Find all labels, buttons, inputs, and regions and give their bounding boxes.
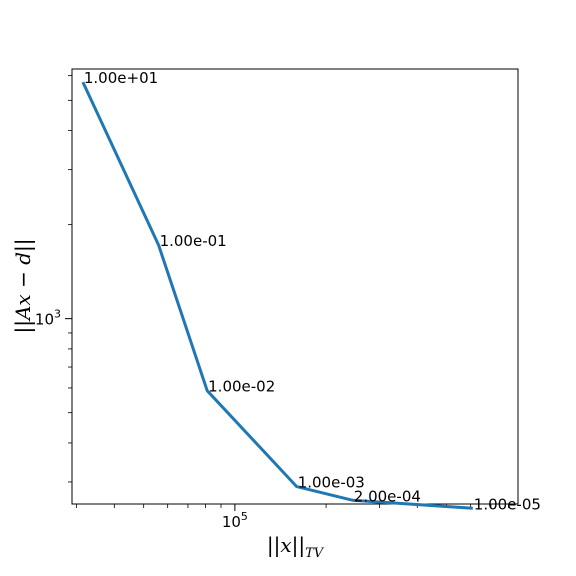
x-tick-label: 105 bbox=[222, 510, 248, 531]
point-label-5: 1.00e-05 bbox=[474, 495, 541, 513]
x-axis-label: ||x||TV bbox=[267, 533, 325, 561]
point-label-0: 1.00e+01 bbox=[84, 69, 158, 87]
point-label-4: 2.00e-04 bbox=[354, 487, 421, 505]
plot-frame bbox=[72, 69, 518, 504]
point-label-1: 1.00e-01 bbox=[160, 232, 227, 250]
y-axis-label: ||Ax − d|| bbox=[11, 239, 35, 334]
y-tick-label: 103 bbox=[35, 308, 61, 329]
point-label-2: 1.00e-02 bbox=[208, 378, 275, 396]
